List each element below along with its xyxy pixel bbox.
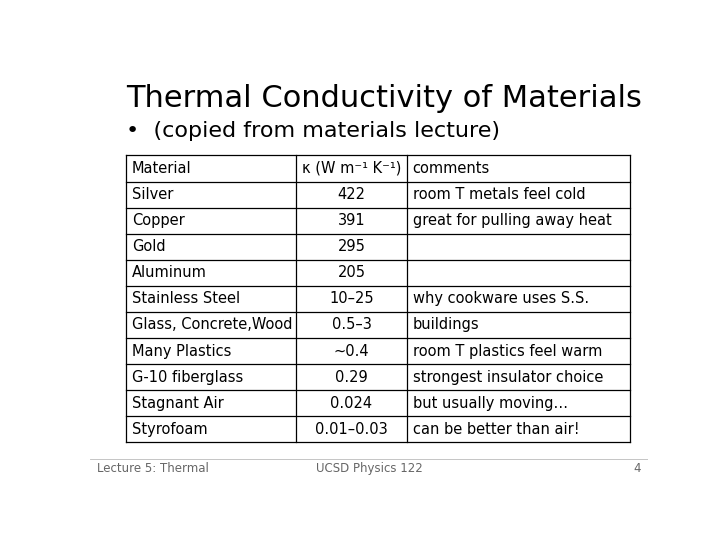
Text: Many Plastics: Many Plastics [132,343,231,359]
Text: κ (W m⁻¹ K⁻¹): κ (W m⁻¹ K⁻¹) [302,161,401,176]
Text: Material: Material [132,161,192,176]
Text: 0.5–3: 0.5–3 [332,318,372,333]
Text: but usually moving…: but usually moving… [413,396,567,411]
Text: strongest insulator choice: strongest insulator choice [413,370,603,384]
Text: Lecture 5: Thermal: Lecture 5: Thermal [96,462,209,475]
Text: room T metals feel cold: room T metals feel cold [413,187,585,202]
Text: UCSD Physics 122: UCSD Physics 122 [315,462,423,475]
Text: 10–25: 10–25 [329,292,374,306]
Text: Silver: Silver [132,187,174,202]
Text: Styrofoam: Styrofoam [132,422,207,437]
Text: great for pulling away heat: great for pulling away heat [413,213,611,228]
Text: room T plastics feel warm: room T plastics feel warm [413,343,602,359]
Text: can be better than air!: can be better than air! [413,422,579,437]
Text: 391: 391 [338,213,365,228]
Text: comments: comments [413,161,490,176]
Text: buildings: buildings [413,318,479,333]
Text: ~0.4: ~0.4 [333,343,369,359]
Text: G-10 fiberglass: G-10 fiberglass [132,370,243,384]
Text: 0.29: 0.29 [335,370,368,384]
Text: •  (copied from materials lecture): • (copied from materials lecture) [126,121,500,141]
Text: 422: 422 [338,187,366,202]
Text: 4: 4 [634,462,642,475]
Text: why cookware uses S.S.: why cookware uses S.S. [413,292,589,306]
Text: 295: 295 [338,239,366,254]
Text: Aluminum: Aluminum [132,265,207,280]
Text: 0.01–0.03: 0.01–0.03 [315,422,388,437]
Text: Thermal Conductivity of Materials: Thermal Conductivity of Materials [126,84,642,112]
Text: 0.024: 0.024 [330,396,372,411]
Text: Gold: Gold [132,239,166,254]
Text: Glass, Concrete,Wood: Glass, Concrete,Wood [132,318,292,333]
Text: Stagnant Air: Stagnant Air [132,396,224,411]
Text: Stainless Steel: Stainless Steel [132,292,240,306]
Text: Copper: Copper [132,213,184,228]
Text: 205: 205 [338,265,366,280]
